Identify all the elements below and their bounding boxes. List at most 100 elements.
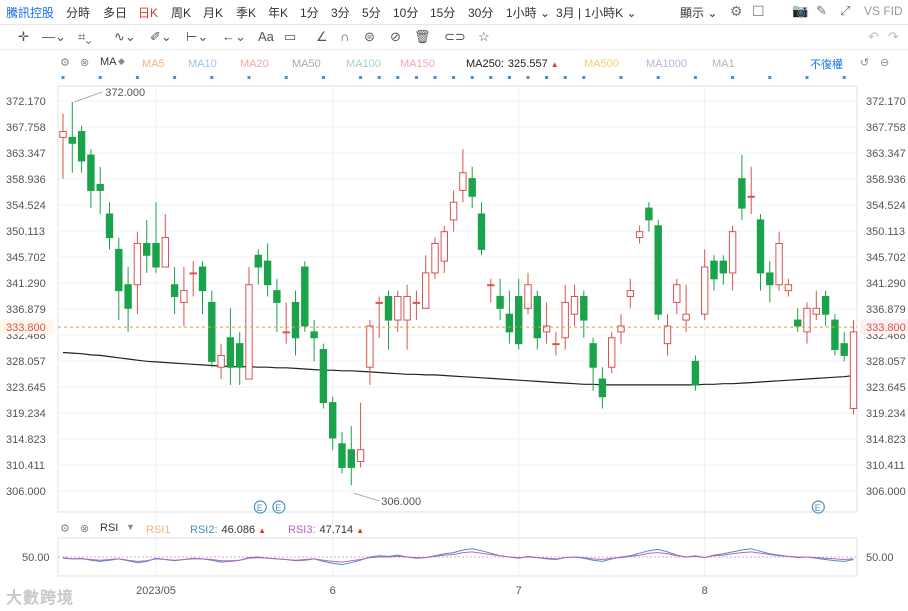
ma-item-value: 325.557 [507,58,548,70]
candle-body [524,284,532,309]
rsi-frame [57,537,858,577]
wave-tool-icon[interactable]: ∿⌄ [114,29,136,44]
measure-tool-icon[interactable]: ⊢⌄ [186,29,209,44]
candle-body [701,266,709,315]
rsi-chevron-down-icon[interactable]: ▼ [126,522,135,532]
candle-body [468,178,476,197]
ma-item-1[interactable]: MA10 [188,58,217,70]
camera-icon[interactable]: 📷 [792,3,809,18]
magnet-icon[interactable]: ∩ [340,29,350,44]
ma-marker-dot [656,76,660,79]
period-tab-3[interactable]: 周K [171,6,192,20]
pencil-icon[interactable]: ✎ [816,3,827,18]
y-tick-label-left: 319.234 [6,408,46,420]
period-tab-10[interactable]: 10分 [393,6,419,20]
candle-body [580,296,588,321]
current-price-box-left [0,319,54,335]
candle-body [710,260,718,280]
candle-body [682,313,690,321]
y-tick-label-right: 336.879 [866,304,906,316]
period-tab-7[interactable]: 1分 [300,6,319,20]
period-tab-5[interactable]: 季K [236,6,257,20]
period-tab-4[interactable]: 月K [203,6,224,20]
candle-body [59,130,67,138]
stock-name[interactable]: 騰訊控股 [6,6,55,20]
hide-icon[interactable]: ⊘ [390,29,401,44]
chevron-down-icon[interactable]: ◆ [118,56,125,66]
period-tab-12[interactable]: 30分 [468,6,494,20]
rsi-item-name: RSI1 [146,524,171,536]
ma-item-5[interactable]: MA150 [400,58,435,70]
pen-tool-icon[interactable]: ✐⌄ [150,29,172,44]
rsi-settings-icon[interactable]: ⚙ [60,523,70,535]
period-tab-14[interactable]: 3月 | 1小時K ⌄ [556,6,637,20]
candle-body [654,225,662,315]
candle-body [96,184,104,191]
ma-marker-dot [582,76,586,79]
period-tab-1[interactable]: 多日 [103,6,128,20]
undo-icon[interactable]: ↶ [868,29,879,44]
period-tab-2[interactable]: 日K [138,6,159,20]
rsi-item-1[interactable]: RSI2: 46.086 ▲ [190,524,266,536]
ma-item-4[interactable]: MA100 [346,58,381,70]
period-tab-9[interactable]: 5分 [362,6,381,20]
ma-item-9[interactable]: MA1 [712,58,735,70]
period-tab-0[interactable]: 分時 [66,6,91,20]
ma-item-8[interactable]: MA1000 [646,58,687,70]
rsi-item-value: 47.714 [319,524,354,536]
candle-body [812,307,820,315]
candle-body [245,284,253,380]
redo-icon[interactable]: ↷ [888,29,899,44]
up-triangle-icon: ▲ [356,526,365,535]
ma-marker-dot [526,76,530,79]
crosshair-icon[interactable]: ✛ [18,29,29,44]
lock-icon[interactable]: ⊜ [364,29,375,44]
drawing-toolbar: ✛ —⌄ ⌗⌄ ∿⌄ ✐⌄ ⊢⌄ ←⌄ Aa ▭ ∠ ∩ ⊜ ⊘ 🗑 ⊂⊃ ☆ … [0,25,908,50]
ma-marker-dot [507,76,511,79]
candle-body [663,325,672,345]
minus-icon[interactable]: ⊖ [880,57,890,69]
fullscreen-icon[interactable]: ⤢ [840,3,851,18]
rect-tool-icon[interactable]: ⌗⌄ [78,29,92,44]
ma-marker-dot [731,76,735,79]
y-tick-label-left: 345.702 [6,252,46,264]
ma-marker-dot [61,76,65,79]
link-icon[interactable]: ⊂⊃ [444,29,466,44]
ma-item-2[interactable]: MA20 [240,58,269,70]
star-icon[interactable]: ☆ [478,29,490,44]
rsi2-line [62,548,854,566]
candle-body [449,201,458,221]
rehab-toggle[interactable]: 不復權 [810,59,843,71]
comment-icon[interactable]: ▭ [284,29,297,44]
compare-button[interactable]: VS FID [864,4,903,18]
candle-body [198,266,207,292]
settings-icon[interactable]: ⚙ [60,57,70,69]
ma-item-7[interactable]: MA500 [584,58,619,70]
text-tool[interactable]: Aa [258,29,274,44]
line-tool-icon[interactable]: —⌄ [42,29,66,44]
period-tab-8[interactable]: 3分 [331,6,350,20]
display-menu[interactable]: 顯示 ⌄ [680,6,718,20]
ma-item-0[interactable]: MA5 [142,58,165,70]
arrow-tool-icon[interactable]: ←⌄ [222,29,246,44]
ma-item-3[interactable]: MA50 [292,58,321,70]
event-icon-letter: E [815,503,821,513]
rsi-item-2[interactable]: RSI3: 47.714 ▲ [288,524,364,536]
square-icon[interactable]: ☐ [752,3,765,19]
period-tab-6[interactable]: 年K [268,6,289,20]
ma-marker-dot [563,76,567,79]
period-tab-13[interactable]: 1小時 ⌄ [506,6,551,20]
rsi-item-0[interactable]: RSI1 [146,524,170,536]
close-icon[interactable]: ⊗ [80,57,90,69]
gear-icon[interactable]: ⚙ [730,3,743,19]
ma-item-6[interactable]: MA250: 325.557 ▲ [466,58,559,70]
ruler-icon[interactable]: ∠ [316,29,328,44]
candle-body [366,325,374,368]
ma-marker-dot [768,76,772,79]
rsi-close-icon[interactable]: ⊗ [80,523,90,535]
period-tab-11[interactable]: 15分 [430,6,456,20]
candle-body [784,284,793,292]
reset-icon[interactable]: ↺ [860,57,870,69]
candle-body [821,296,830,315]
trash-icon[interactable]: 🗑 [414,29,431,44]
